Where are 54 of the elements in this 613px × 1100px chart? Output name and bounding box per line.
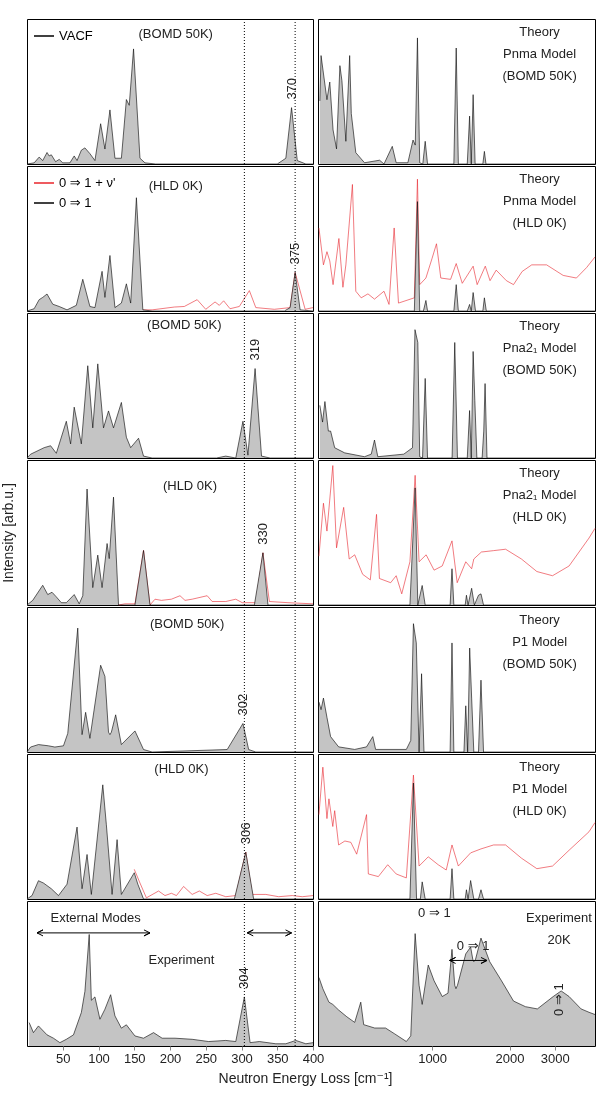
annotation: Theory: [519, 318, 561, 334]
annotation: 370: [283, 77, 299, 100]
annotation: 330: [254, 523, 270, 545]
annotation: Pna2₁ Model: [502, 486, 577, 502]
annotation: 0 ⇒ 1: [550, 983, 566, 1016]
annotation: 306: [237, 822, 253, 845]
annotation: (BOMD 50K): [149, 616, 225, 632]
x-tick-label: 350: [266, 1050, 289, 1066]
text: (HLD 0K): [154, 760, 209, 776]
annotation: 302: [234, 693, 250, 716]
annotation: (HLD 0K): [512, 508, 567, 524]
annotation: Theory: [519, 171, 561, 187]
annotation: 319: [247, 338, 263, 361]
x-tick-label: 3000: [540, 1050, 570, 1066]
annotation: (HLD 0K): [162, 478, 218, 494]
x-tick-label: 300: [231, 1050, 253, 1066]
y-axis-title: Intensity [arb.u.]: [0, 483, 16, 583]
text: External Modes: [50, 910, 142, 926]
x-tick-label: 250: [195, 1050, 218, 1066]
annotation: (BOMD 50K): [502, 655, 577, 671]
annotation: (HLD 0K): [512, 802, 567, 818]
annotation: P1 Model: [512, 780, 568, 796]
x-tick-label: 1000: [418, 1050, 448, 1066]
annotation: (BOMD 50K): [502, 67, 577, 83]
annotation: Theory: [519, 612, 561, 628]
annotation: Experiment: [148, 952, 215, 968]
legend-label: 0 ⇒ 1 + ν': [59, 175, 116, 190]
annotation: (HLD 0K): [512, 214, 567, 230]
annotation: Theory: [519, 759, 561, 775]
x-tick-label: 200: [159, 1050, 182, 1066]
annotation: (BOMD 50K): [502, 361, 577, 377]
annotation: 20K: [547, 932, 571, 948]
annotation: 375: [287, 242, 303, 265]
annotation: Pnma Model: [503, 192, 577, 208]
annotation: Pnma Model: [503, 45, 577, 61]
legend-label: VACF: [59, 28, 93, 43]
x-tick-label: 50: [56, 1050, 71, 1066]
text: (BOMD 50K): [147, 316, 222, 332]
text: 0 ⇒ 1: [418, 904, 451, 920]
text: (HLD 0K): [148, 178, 203, 194]
annotation: 304: [236, 967, 252, 989]
x-tick-label: 400: [302, 1050, 325, 1066]
x-tick-label: 150: [123, 1050, 146, 1066]
annotation: 0 ⇒ 1: [456, 937, 490, 953]
text: (BOMD 50K): [138, 25, 213, 41]
annotation: Theory: [519, 465, 561, 481]
x-tick-label: 100: [88, 1050, 110, 1066]
annotation: P1 Model: [512, 633, 568, 649]
annotation: Theory: [519, 24, 561, 40]
x-axis-title: Neutron Energy Loss [cm⁻¹]: [218, 1069, 393, 1086]
legend-label: 0 ⇒ 1: [59, 195, 92, 210]
x-tick-label: 2000: [495, 1050, 525, 1066]
annotation: Pna2₁ Model: [502, 339, 577, 355]
text: Experiment: [526, 910, 593, 926]
